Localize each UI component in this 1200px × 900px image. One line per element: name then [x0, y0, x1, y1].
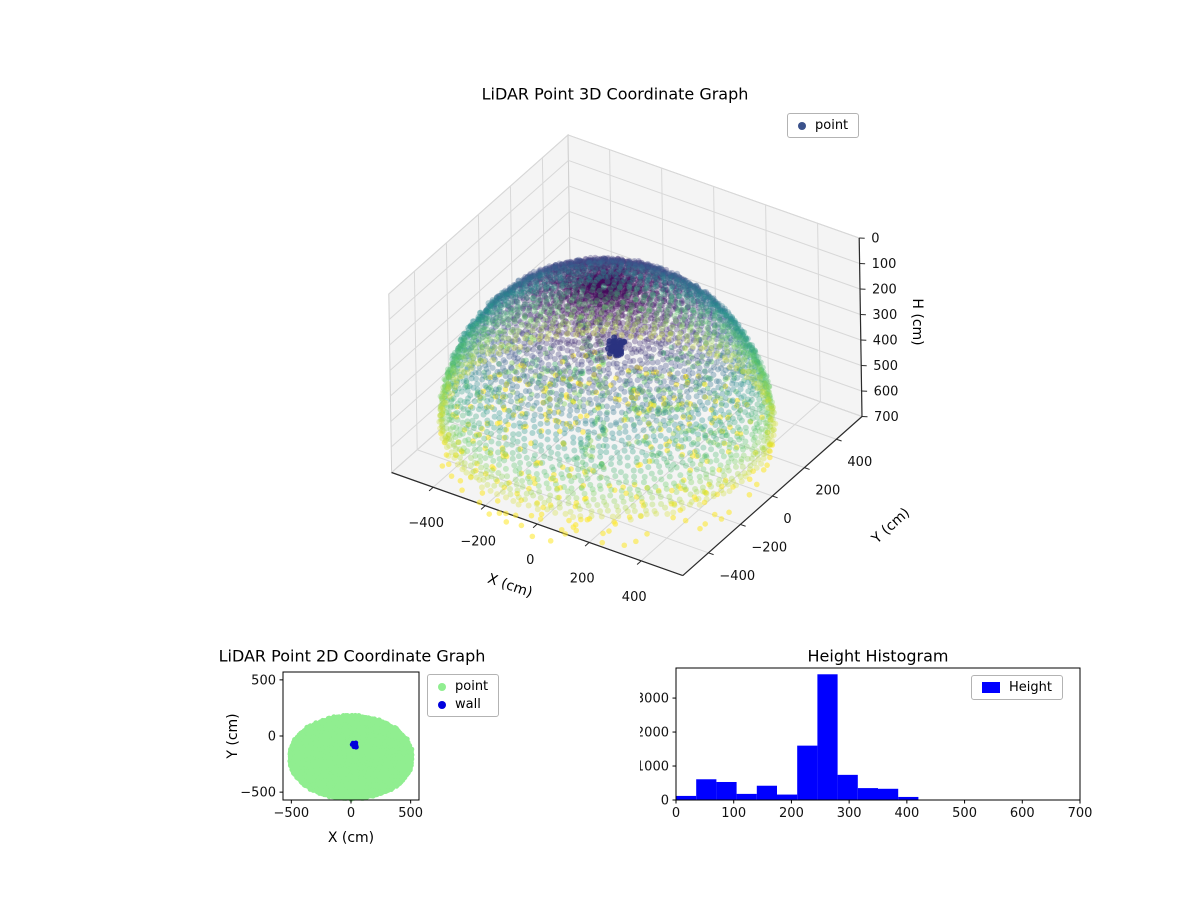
2d-legend-entry-wall: wall: [438, 697, 488, 712]
height-patch-icon: [982, 682, 1000, 693]
2d-x-axis-label: X (cm): [327, 830, 375, 846]
histogram-legend: Height: [971, 675, 1063, 700]
2d-y-axis-label: Y (cm): [225, 713, 241, 759]
histogram-legend-entry-height: Height: [982, 680, 1052, 695]
3d-legend: point: [787, 113, 860, 138]
2d-plot-title: LiDAR Point 2D Coordinate Graph: [218, 646, 486, 666]
2d-scatter-canvas: [220, 660, 450, 860]
2d-legend-label-wall: wall: [455, 697, 481, 712]
2d-legend: point wall: [427, 674, 500, 717]
3d-z-axis-label: H (cm): [909, 298, 925, 346]
3d-scatter-canvas: [330, 110, 970, 650]
histogram-legend-label-height: Height: [1009, 680, 1052, 695]
wall-marker-icon: [438, 700, 446, 709]
histogram-title: Height Histogram: [807, 646, 949, 666]
point-marker-icon: [438, 682, 446, 691]
3d-legend-label-point: point: [815, 118, 849, 133]
2d-legend-label-point: point: [455, 679, 489, 694]
3d-plot-title: LiDAR Point 3D Coordinate Graph: [481, 84, 749, 104]
2d-legend-entry-point: point: [438, 679, 488, 694]
point-marker-icon: [798, 121, 806, 130]
3d-legend-entry-point: point: [798, 118, 848, 133]
